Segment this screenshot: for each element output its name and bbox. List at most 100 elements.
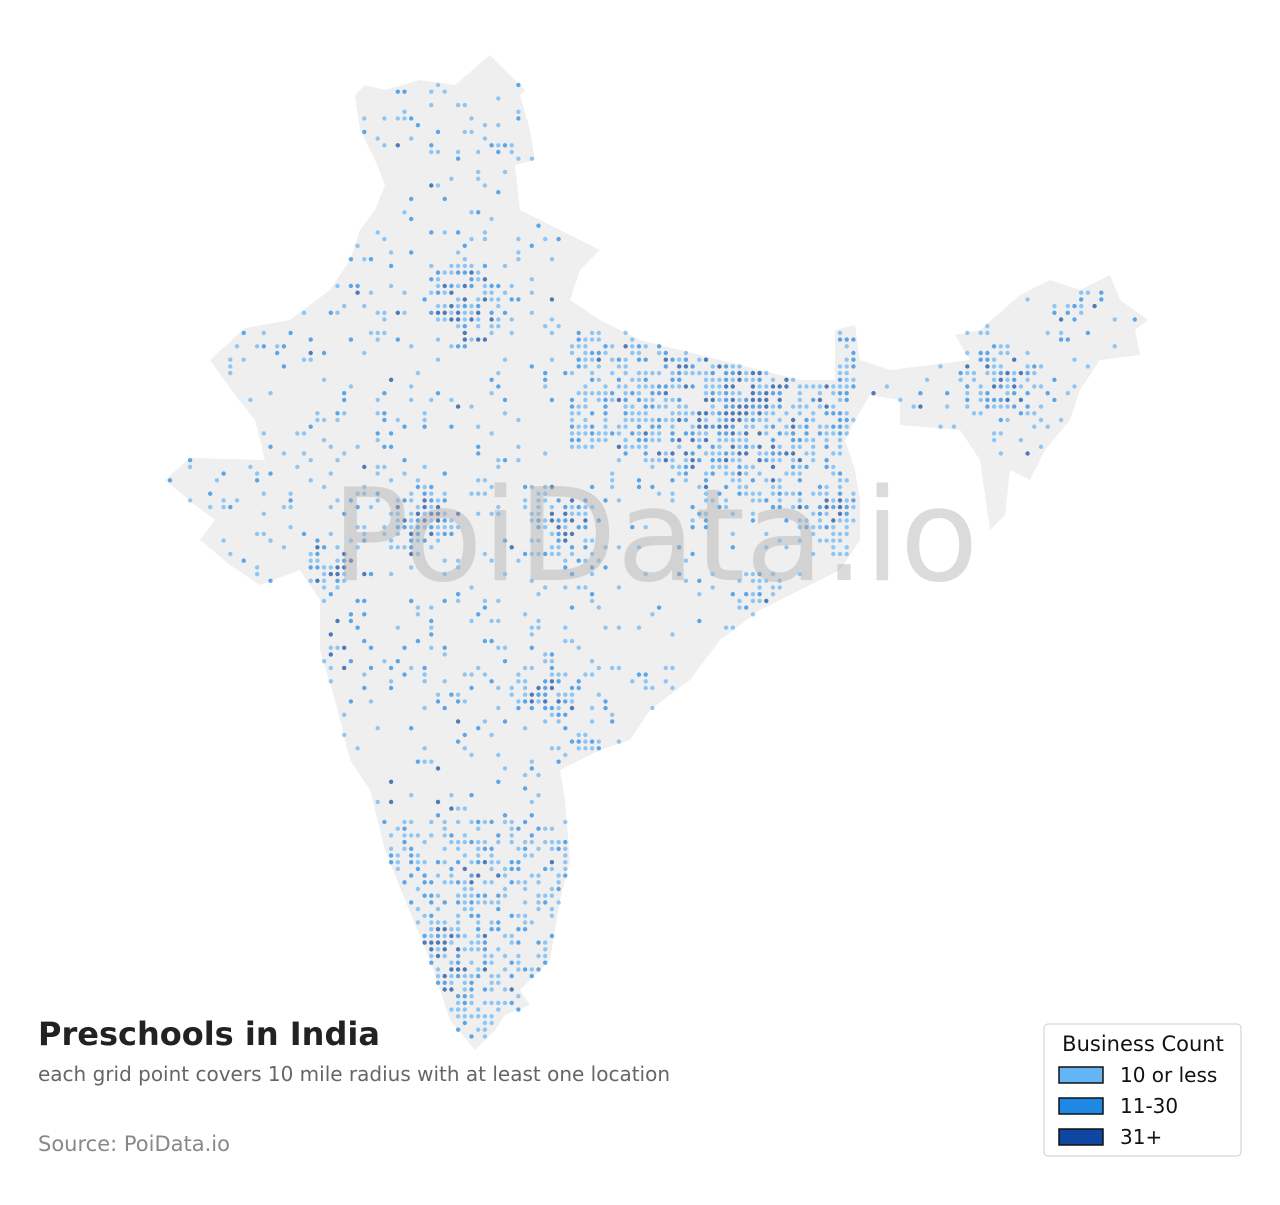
grid-point (616, 397, 622, 403)
grid-point (650, 417, 655, 423)
grid-point (569, 498, 575, 503)
grid-point (543, 940, 548, 945)
grid-point (563, 565, 568, 570)
grid-point (589, 705, 595, 711)
grid-point (355, 504, 360, 510)
grid-point (1045, 424, 1050, 429)
grid-point (462, 967, 467, 972)
grid-point (543, 324, 548, 329)
grid-point (522, 772, 528, 778)
grid-point (750, 370, 756, 376)
grid-point (971, 377, 977, 382)
grid-point (797, 538, 802, 543)
grid-point (764, 404, 769, 409)
grid-point (717, 391, 722, 396)
grid-point (402, 471, 407, 476)
grid-point (764, 411, 769, 416)
grid-point (569, 424, 575, 429)
grid-point (529, 833, 534, 838)
grid-point (643, 397, 648, 403)
grid-point (596, 558, 601, 563)
grid-point (482, 478, 488, 483)
grid-point (409, 116, 414, 121)
grid-point (516, 960, 521, 965)
grid-point (831, 404, 836, 409)
grid-point (308, 478, 313, 483)
grid-point (589, 424, 595, 429)
grid-point (556, 839, 561, 845)
grid-point (1038, 417, 1044, 423)
grid-point (476, 853, 481, 858)
grid-point (717, 437, 722, 443)
grid-point (790, 431, 796, 436)
grid-point (603, 705, 608, 711)
grid-point (482, 846, 488, 851)
grid-point (683, 364, 689, 369)
grid-point (348, 558, 354, 563)
grid-point (556, 538, 561, 543)
grid-point (697, 618, 702, 624)
grid-point (744, 377, 749, 382)
grid-point (589, 377, 595, 382)
grid-point (442, 826, 447, 831)
grid-point (308, 458, 313, 463)
grid-point (1032, 384, 1037, 389)
grid-point (844, 411, 849, 416)
grid-point (697, 411, 702, 416)
grid-point (723, 370, 729, 376)
grid-point (415, 525, 421, 530)
grid-point (496, 598, 501, 604)
grid-point (462, 806, 467, 811)
grid-point (576, 679, 581, 684)
grid-point (342, 732, 347, 738)
grid-point (757, 498, 762, 503)
grid-point (435, 940, 441, 945)
grid-point (623, 411, 628, 416)
grid-point (469, 277, 474, 282)
grid-point (482, 860, 488, 865)
grid-point (784, 471, 789, 476)
grid-point (402, 89, 407, 94)
grid-point (429, 618, 434, 624)
grid-point (415, 484, 421, 490)
grid-point (516, 880, 521, 885)
grid-point (549, 531, 555, 537)
grid-point (509, 833, 514, 838)
grid-point (730, 545, 735, 550)
grid-point (1025, 411, 1030, 416)
grid-point (610, 719, 615, 724)
grid-point (529, 625, 534, 630)
grid-point (817, 397, 823, 403)
grid-point (938, 424, 943, 429)
grid-point (469, 283, 474, 289)
grid-point (435, 873, 441, 878)
grid-point (402, 545, 407, 550)
india-outline (165, 55, 1148, 1050)
grid-point (804, 451, 809, 456)
grid-point (502, 819, 508, 825)
grid-point (811, 551, 816, 557)
grid-point (462, 886, 467, 892)
grid-point (476, 324, 481, 329)
grid-point (435, 82, 441, 88)
grid-point (522, 612, 528, 617)
grid-point (616, 665, 622, 671)
grid-point (496, 464, 501, 470)
grid-point (717, 444, 722, 449)
grid-point (489, 860, 494, 865)
grid-point (476, 297, 481, 302)
grid-point (462, 1014, 467, 1019)
grid-point (254, 531, 260, 537)
grid-point (489, 558, 494, 563)
grid-point (703, 478, 709, 483)
grid-point (811, 417, 816, 423)
grid-point (837, 364, 843, 369)
grid-point (489, 216, 494, 222)
grid-point (362, 129, 367, 135)
grid-point (536, 504, 541, 510)
grid-point (797, 491, 802, 496)
grid-point (429, 933, 434, 939)
grid-point (455, 1007, 461, 1012)
grid-point (482, 277, 488, 282)
grid-point (422, 933, 427, 939)
